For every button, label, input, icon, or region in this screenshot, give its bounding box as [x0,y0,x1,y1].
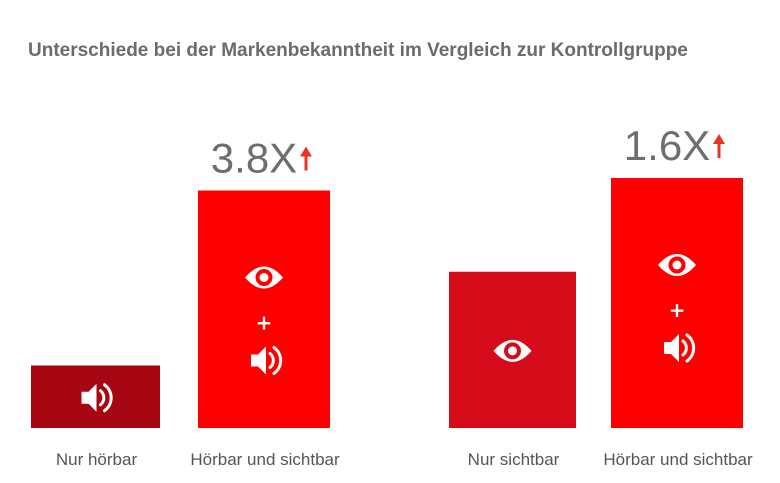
multiplier-label: 3.8X [211,135,297,182]
chart-title: Unterschiede bei der Markenbekanntheit i… [28,40,688,61]
plus-icon: + [256,311,273,335]
eye-icon [245,266,283,289]
speaker-icon [251,346,283,375]
category-label: Hörbar und sichtbar [603,450,753,469]
speaker-icon [81,383,113,413]
plus-icon: + [669,298,686,322]
eye-icon [658,254,696,276]
category-label: Hörbar und sichtbar [190,450,340,469]
bar-hörbar-und-sichtbar [198,190,330,428]
multiplier-label: 1.6X [624,122,710,169]
speaker-icon [664,333,696,363]
eye-icon [493,339,532,362]
arrow-up-icon [713,134,725,158]
bars: Nur hörbar + Hörbar und sichtbar 3.8X Nur si… [31,122,753,469]
arrow-up-icon [300,146,312,171]
category-label: Nur sichtbar [468,450,560,469]
bar-hörbar-und-sichtbar [611,178,743,428]
category-label: Nur hörbar [56,450,138,469]
